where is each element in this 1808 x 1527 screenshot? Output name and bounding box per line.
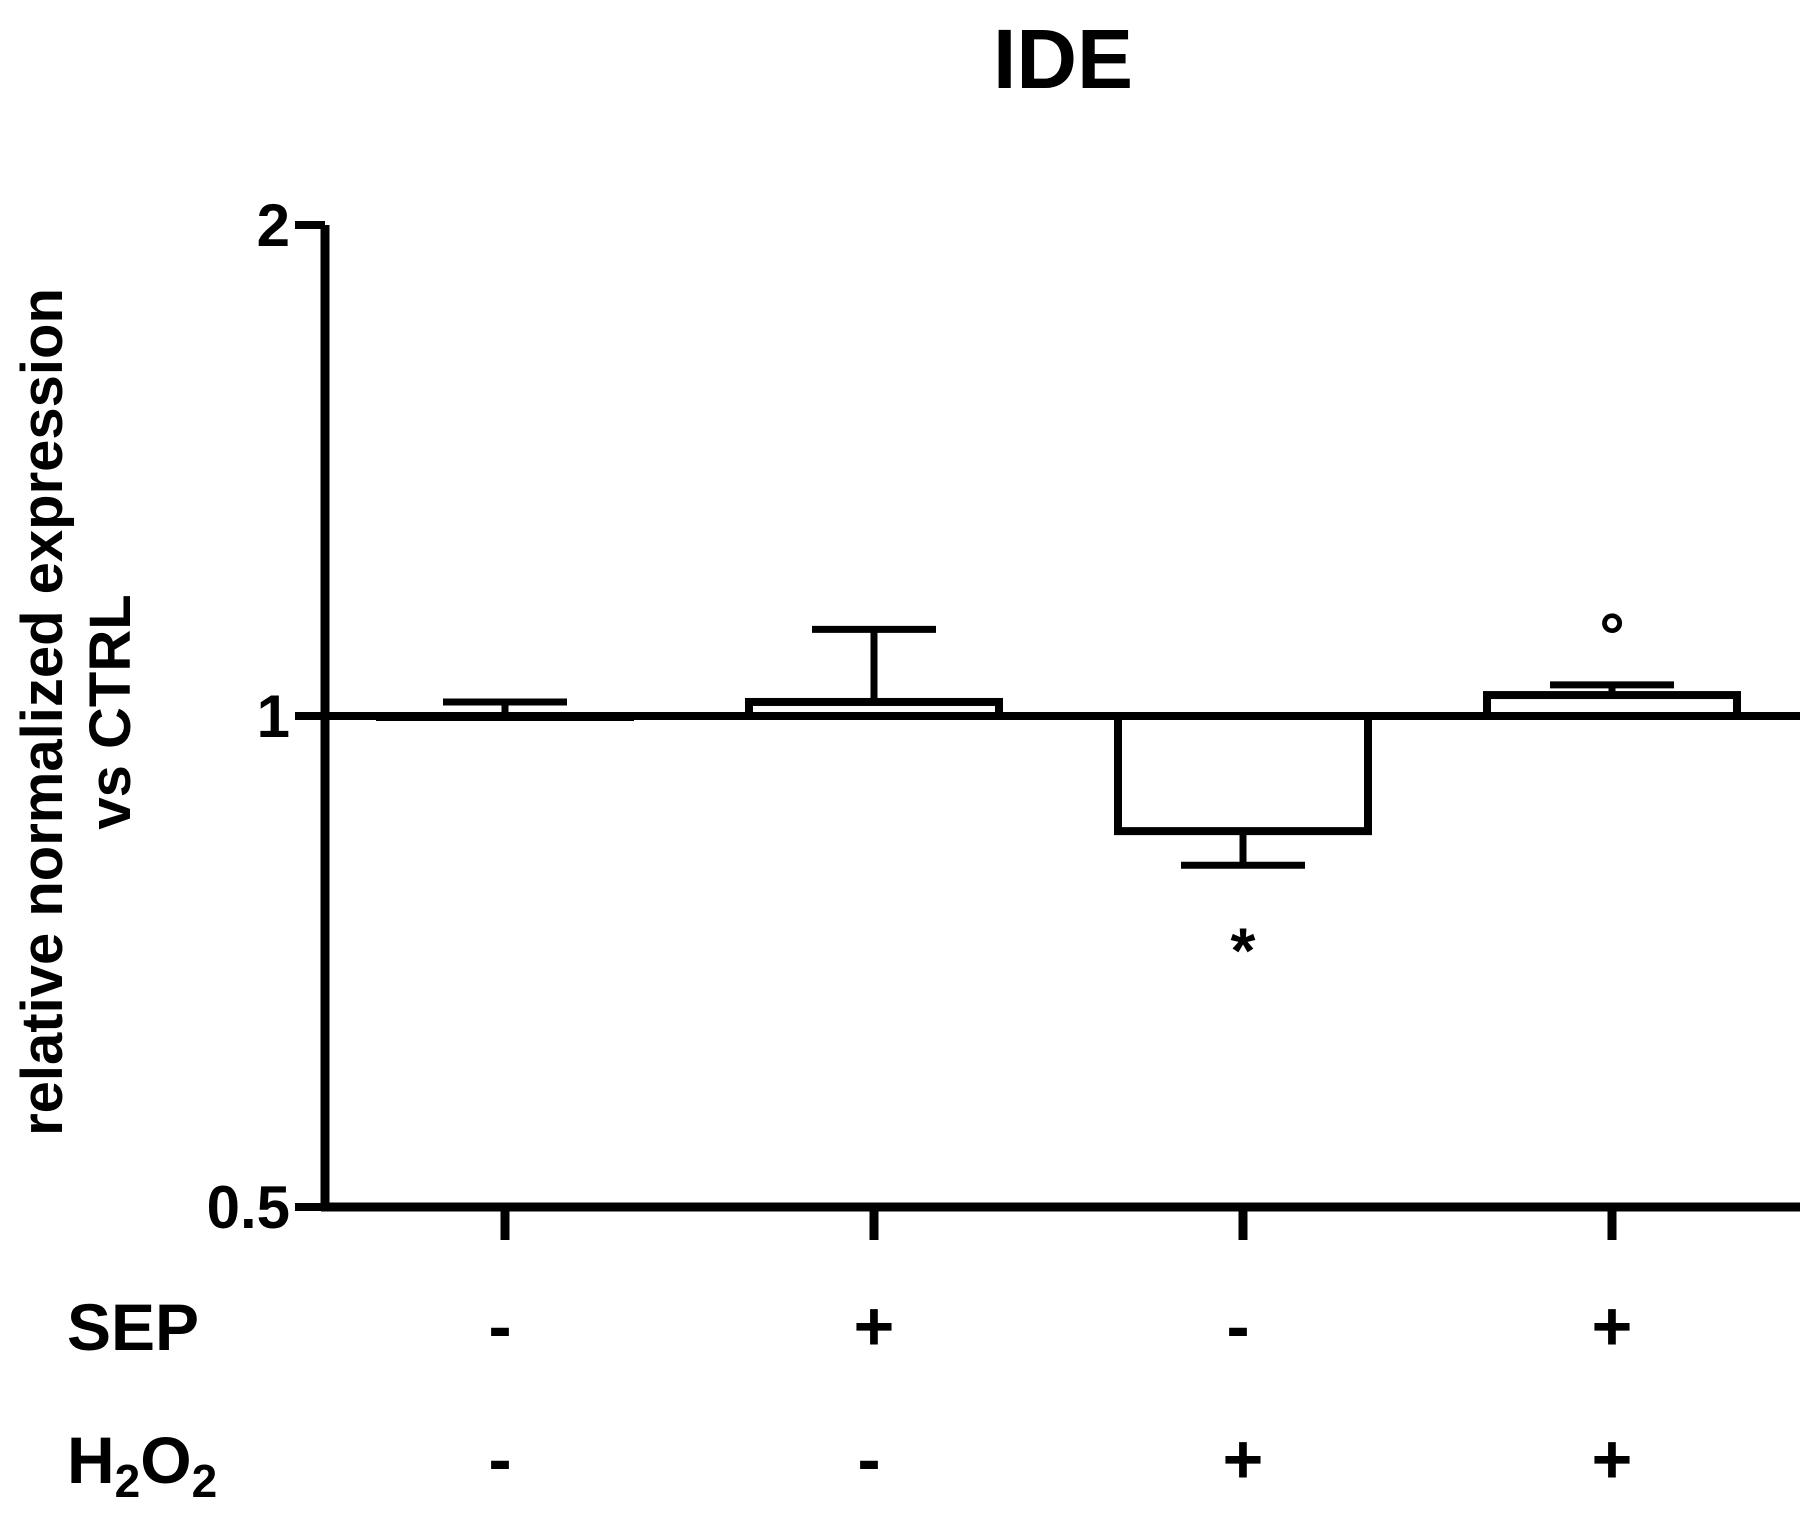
plot-area: 0.5 1 2 * °	[207, 192, 1800, 1241]
condition-label-h2o2: H2O2	[67, 1423, 217, 1507]
condition-value-1-2: +	[854, 1287, 895, 1365]
condition-value-1-4: +	[1592, 1287, 1633, 1365]
condition-value-1-3: -	[1226, 1287, 1249, 1365]
y-tick-label-1: 1	[257, 683, 290, 750]
condition-value-2-2: -	[857, 1420, 880, 1498]
significance-mark-3: *	[1231, 914, 1256, 986]
condition-row-1: SEP - + - +	[67, 1287, 1632, 1365]
condition-value-2-1: -	[488, 1420, 511, 1498]
condition-row-2: H2O2- - + +	[67, 1420, 1632, 1507]
condition-value-2-4: +	[1592, 1420, 1633, 1498]
condition-value-2-3: +	[1223, 1420, 1264, 1498]
chart-title: IDE	[993, 12, 1133, 106]
y-axis-label-line2: vs CTRL	[78, 594, 143, 829]
y-axis-label: relative normalized expression vs CTRL	[10, 288, 143, 1136]
significance-mark-4: °	[1599, 600, 1625, 672]
bar-3	[1114, 712, 1372, 836]
subscript: 2	[115, 1455, 141, 1507]
y-tick-label-0.5: 0.5	[207, 1174, 290, 1241]
condition-table: SEP - + - +H2O2- - + +	[67, 1287, 1632, 1507]
condition-value-1-1: -	[488, 1287, 511, 1365]
condition-label-sep: SEP	[67, 1290, 199, 1364]
label-part: H	[67, 1423, 115, 1497]
subscript: 2	[192, 1455, 218, 1507]
label-part: O	[140, 1423, 191, 1497]
y-tick-label-2: 2	[257, 192, 290, 259]
y-axis-label-line1: relative normalized expression	[10, 288, 75, 1136]
